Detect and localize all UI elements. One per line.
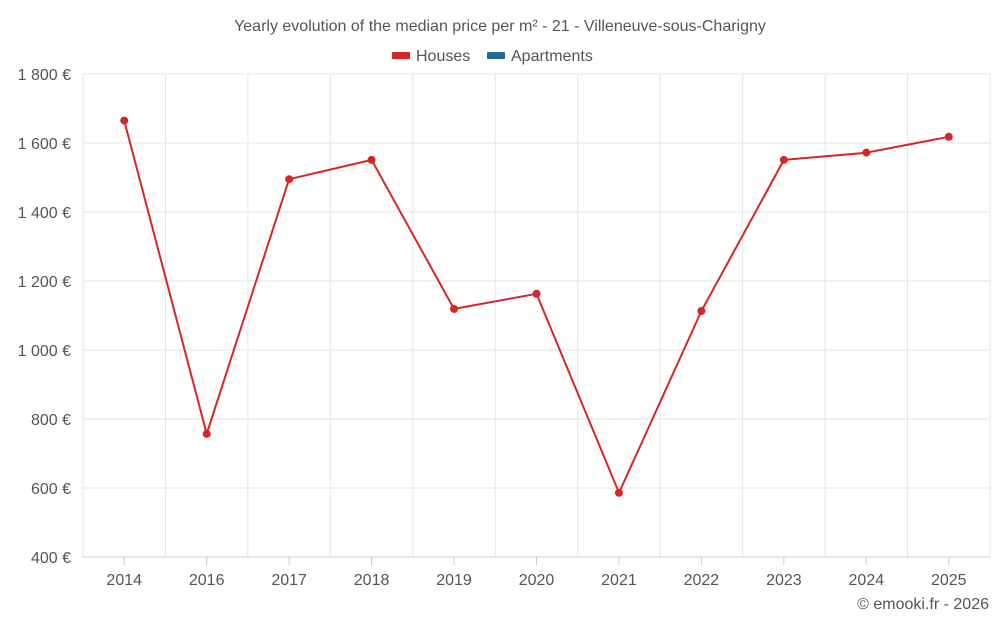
y-tick-label-1000: 1 000 € xyxy=(18,343,71,360)
x-tick-label-2014: 2014 xyxy=(106,572,142,589)
point-houses-2019[interactable] xyxy=(450,304,459,313)
x-tick-label-2019: 2019 xyxy=(436,572,472,589)
credit-text: © emooki.fr - 2026 xyxy=(857,596,989,613)
x-axis: 2014 2016 2017 2018 2019 2020 2021 2022 2023 2024… xyxy=(83,556,990,589)
point-houses-2022[interactable] xyxy=(697,307,706,316)
point-houses-2024[interactable] xyxy=(862,148,871,157)
series-layer xyxy=(120,116,953,497)
x-tick-label-2021: 2021 xyxy=(601,572,637,589)
legend-item-houses[interactable]: Houses xyxy=(392,48,470,65)
grid-lines xyxy=(82,73,991,557)
legend: Houses Apartments xyxy=(392,48,593,65)
point-houses-2021[interactable] xyxy=(614,488,623,497)
point-houses-2016[interactable] xyxy=(202,429,211,438)
point-houses-2018[interactable] xyxy=(367,155,376,164)
legend-label-apartments: Apartments xyxy=(511,48,593,65)
x-tick-label-2016: 2016 xyxy=(189,572,225,589)
legend-label-houses: Houses xyxy=(416,48,470,65)
x-tick-label-2022: 2022 xyxy=(684,572,720,589)
y-tick-label-1200: 1 200 € xyxy=(18,274,71,291)
point-houses-2017[interactable] xyxy=(285,175,294,184)
y-tick-label-1600: 1 600 € xyxy=(18,136,71,153)
legend-item-apartments[interactable]: Apartments xyxy=(487,48,593,65)
y-tick-label-1800: 1 800 € xyxy=(18,67,71,84)
y-tick-label-1400: 1 400 € xyxy=(18,205,71,222)
point-houses-2020[interactable] xyxy=(532,289,541,298)
x-tick-label-2018: 2018 xyxy=(354,572,390,589)
y-axis: 400 € 600 € 800 € 1 000 € 1 200 € 1 400 € 1 60… xyxy=(18,67,71,567)
x-tick-label-2024: 2024 xyxy=(849,572,885,589)
x-tick-label-2025: 2025 xyxy=(931,572,967,589)
y-tick-label-600: 600 € xyxy=(31,481,71,498)
legend-swatch-houses xyxy=(392,52,410,59)
point-houses-2023[interactable] xyxy=(779,155,788,164)
y-tick-label-800: 800 € xyxy=(31,412,71,429)
y-tick-label-400: 400 € xyxy=(31,550,71,567)
x-tick-label-2023: 2023 xyxy=(766,572,802,589)
point-houses-2025[interactable] xyxy=(944,132,953,141)
chart-title: Yearly evolution of the median price per… xyxy=(234,18,766,35)
x-tick-label-2020: 2020 xyxy=(519,572,555,589)
point-houses-2014[interactable] xyxy=(120,116,129,125)
x-tick-label-2017: 2017 xyxy=(271,572,307,589)
legend-swatch-apartments xyxy=(487,52,505,59)
